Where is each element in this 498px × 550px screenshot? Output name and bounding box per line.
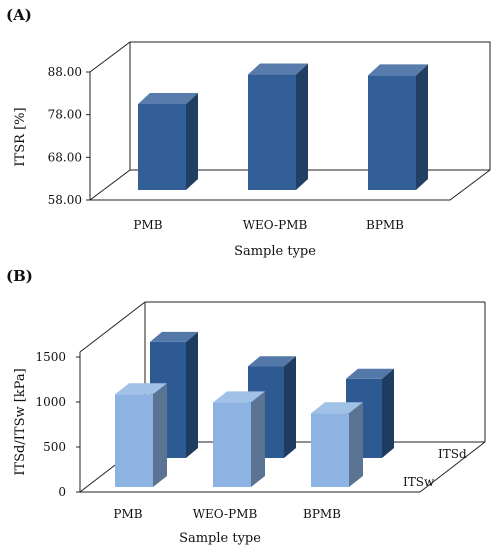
chart-b-y-axis-label: ITSd/ITSw [kPa] bbox=[13, 368, 28, 475]
chart-b-bar-itsw bbox=[213, 391, 265, 487]
chart-b-y-tick-label: 1500 bbox=[35, 350, 66, 364]
chart-a-y-tick-label: 78.00 bbox=[48, 108, 82, 122]
chart-b-x-tick-label: PMB bbox=[113, 507, 142, 521]
chart-b-bar-itsd bbox=[346, 368, 394, 458]
chart-b-bar-itsw bbox=[311, 402, 363, 487]
chart-a-bar bbox=[368, 64, 428, 190]
chart-b-x-tick-label: BPMB bbox=[303, 507, 341, 521]
chart-a-y-tick-label: 68.00 bbox=[48, 150, 82, 164]
chart-a-y-tick-label: 88.00 bbox=[48, 65, 82, 79]
chart-a-y-axis-label: ITSR [%] bbox=[13, 107, 28, 166]
panel-a-label: (A) bbox=[6, 6, 32, 24]
chart-b-series-label: ITSw bbox=[403, 475, 435, 489]
chart-a-bar bbox=[138, 93, 198, 190]
chart-a-x-tick-label: WEO-PMB bbox=[243, 218, 308, 232]
chart-a-y-tick-label: 58.00 bbox=[48, 193, 82, 207]
chart-a-x-tick-label: BPMB bbox=[366, 218, 404, 232]
chart-b-y-tick-label: 1000 bbox=[35, 395, 66, 409]
chart-b-series-label: ITSd bbox=[438, 447, 467, 461]
chart-a-x-tick-label: PMB bbox=[133, 218, 162, 232]
chart-b-y-tick-label: 0 bbox=[58, 485, 66, 499]
chart-a-x-axis-label: Sample type bbox=[234, 244, 316, 259]
chart-b-x-axis-label: Sample type bbox=[179, 531, 261, 546]
panel-b-label: (B) bbox=[6, 267, 33, 285]
chart-b-y-tick-label: 500 bbox=[43, 440, 66, 454]
chart-b-x-tick-label: WEO-PMB bbox=[193, 507, 258, 521]
chart-a-bar bbox=[248, 63, 308, 191]
chart-b-bar-itsw bbox=[115, 383, 167, 487]
